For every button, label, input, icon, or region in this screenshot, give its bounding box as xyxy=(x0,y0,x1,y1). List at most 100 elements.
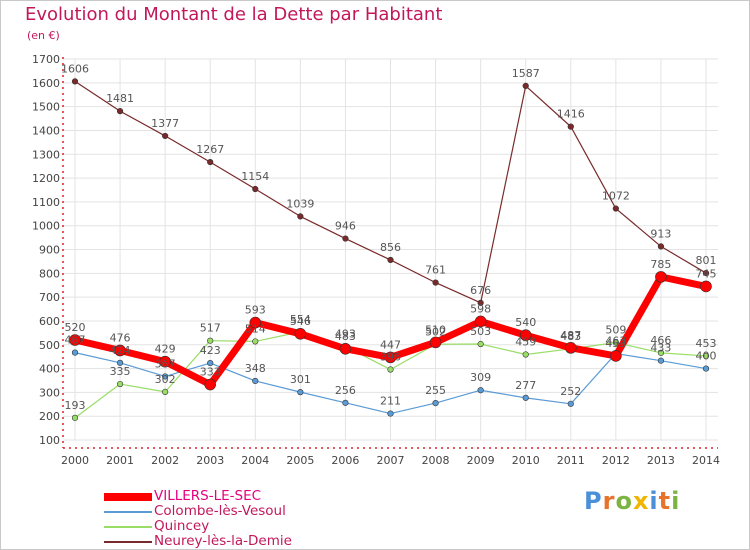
data-point-colombe-les-vesoul xyxy=(207,359,214,367)
logo-letter: o xyxy=(615,487,633,515)
data-label-neurey-les-la-demie: 946 xyxy=(335,220,356,233)
data-point-colombe-les-vesoul xyxy=(432,399,439,407)
x-tick-label: 2014 xyxy=(692,454,720,467)
data-label-villers-le-sec: 745 xyxy=(696,267,717,280)
data-point-villers-le-sec xyxy=(294,327,307,340)
y-tick-label: 100 xyxy=(39,434,60,447)
legend-swatch xyxy=(104,493,152,501)
data-label-neurey-les-la-demie: 1267 xyxy=(196,143,224,156)
y-tick-label: 200 xyxy=(39,410,60,423)
data-label-quincey: 514 xyxy=(245,322,266,335)
x-tick-label: 2012 xyxy=(602,454,630,467)
data-label-quincey: 483 xyxy=(560,330,581,343)
y-tick-label: 1600 xyxy=(32,77,60,90)
data-label-colombe-les-vesoul: 348 xyxy=(245,362,266,375)
proxiti-logo: Proxiti xyxy=(584,487,680,515)
data-point-colombe-les-vesoul xyxy=(297,389,304,396)
data-point-villers-le-sec xyxy=(114,344,126,357)
data-label-quincey: 466 xyxy=(650,334,671,347)
data-label-quincey: 517 xyxy=(200,322,221,335)
data-point-villers-le-sec xyxy=(69,334,81,346)
data-point-colombe-les-vesoul xyxy=(657,357,665,364)
data-point-colombe-les-vesoul xyxy=(702,365,710,372)
data-label-villers-le-sec: 429 xyxy=(155,343,176,356)
data-point-neurey-les-la-demie xyxy=(477,299,484,306)
data-label-quincey: 554 xyxy=(290,313,311,326)
data-point-colombe-les-vesoul xyxy=(71,349,79,356)
data-label-colombe-les-vesoul: 423 xyxy=(200,344,221,357)
data-label-neurey-les-la-demie: 1416 xyxy=(557,108,585,121)
x-tick-label: 2001 xyxy=(106,454,134,467)
data-label-villers-le-sec: 785 xyxy=(650,258,671,271)
x-tick-label: 2011 xyxy=(557,454,585,467)
data-point-neurey-les-la-demie xyxy=(207,159,214,166)
y-tick-label: 1200 xyxy=(32,172,60,185)
data-point-colombe-les-vesoul xyxy=(342,399,349,406)
data-point-quincey xyxy=(207,337,214,344)
data-point-villers-le-sec xyxy=(474,315,487,328)
data-label-villers-le-sec: 453 xyxy=(605,337,626,350)
data-label-neurey-les-la-demie: 1039 xyxy=(286,197,314,210)
data-point-villers-le-sec xyxy=(700,280,712,293)
legend-swatch xyxy=(104,541,152,543)
data-label-neurey-les-la-demie: 913 xyxy=(650,227,671,240)
data-point-neurey-les-la-demie xyxy=(252,185,259,193)
data-label-colombe-les-vesoul: 433 xyxy=(650,342,671,355)
data-point-villers-le-sec xyxy=(564,342,577,354)
logo-letter: i xyxy=(649,487,659,515)
data-label-quincey: 503 xyxy=(470,325,491,338)
y-tick-label: 300 xyxy=(39,386,60,399)
data-point-quincey xyxy=(162,388,169,395)
x-tick-label: 2002 xyxy=(151,454,179,467)
data-label-colombe-les-vesoul: 252 xyxy=(560,385,581,398)
data-label-villers-le-sec: 476 xyxy=(110,331,131,344)
data-point-quincey xyxy=(477,340,484,348)
logo-letter: i xyxy=(671,487,681,515)
legend-label: Quincey xyxy=(154,518,210,534)
data-label-neurey-les-la-demie: 1587 xyxy=(512,67,540,80)
data-point-quincey xyxy=(702,352,710,360)
data-label-quincey: 335 xyxy=(110,365,131,378)
y-tick-label: 600 xyxy=(39,315,60,328)
data-point-neurey-les-la-demie xyxy=(116,108,124,115)
data-label-neurey-les-la-demie: 1481 xyxy=(106,92,134,105)
data-label-quincey: 396 xyxy=(380,351,401,364)
data-label-colombe-les-vesoul: 467 xyxy=(65,334,86,347)
data-point-neurey-les-la-demie xyxy=(162,132,169,140)
data-point-villers-le-sec xyxy=(384,351,397,364)
data-point-quincey xyxy=(522,351,529,358)
data-label-quincey: 453 xyxy=(696,337,717,350)
y-tick-label: 1300 xyxy=(32,148,60,161)
data-point-quincey xyxy=(252,338,259,345)
data-label-colombe-les-vesoul: 277 xyxy=(515,379,536,392)
data-point-colombe-les-vesoul xyxy=(387,410,394,417)
data-point-neurey-les-la-demie xyxy=(702,269,710,277)
data-point-neurey-les-la-demie xyxy=(342,235,349,242)
data-point-colombe-les-vesoul xyxy=(522,394,529,401)
data-point-neurey-les-la-demie xyxy=(71,78,79,85)
data-label-colombe-les-vesoul: 309 xyxy=(470,371,491,384)
x-tick-label: 2003 xyxy=(196,454,224,467)
data-point-neurey-les-la-demie xyxy=(297,213,304,220)
data-label-villers-le-sec: 593 xyxy=(245,304,266,317)
data-point-quincey xyxy=(71,414,79,421)
x-tick-label: 2013 xyxy=(647,454,675,467)
data-label-villers-le-sec: 598 xyxy=(470,302,491,315)
data-point-villers-le-sec xyxy=(655,271,667,283)
data-label-neurey-les-la-demie: 761 xyxy=(425,264,446,277)
data-point-villers-le-sec xyxy=(204,378,217,391)
data-label-villers-le-sec: 546 xyxy=(290,315,311,328)
y-tick-label: 900 xyxy=(39,244,60,257)
data-label-colombe-les-vesoul: 424 xyxy=(110,344,131,357)
data-label-quincey: 459 xyxy=(515,336,536,349)
data-label-quincey: 193 xyxy=(65,399,86,412)
data-label-colombe-les-vesoul: 256 xyxy=(335,384,356,397)
data-point-villers-le-sec xyxy=(159,355,171,368)
x-tick-label: 2005 xyxy=(286,454,314,467)
data-label-villers-le-sec: 333 xyxy=(200,366,221,379)
data-label-villers-le-sec: 510 xyxy=(425,323,446,336)
data-label-colombe-les-vesoul: 301 xyxy=(290,373,311,386)
legend-label: VILLERS-LE-SEC xyxy=(154,488,262,504)
data-label-villers-le-sec: 447 xyxy=(380,338,401,351)
logo-letter: x xyxy=(632,487,650,515)
